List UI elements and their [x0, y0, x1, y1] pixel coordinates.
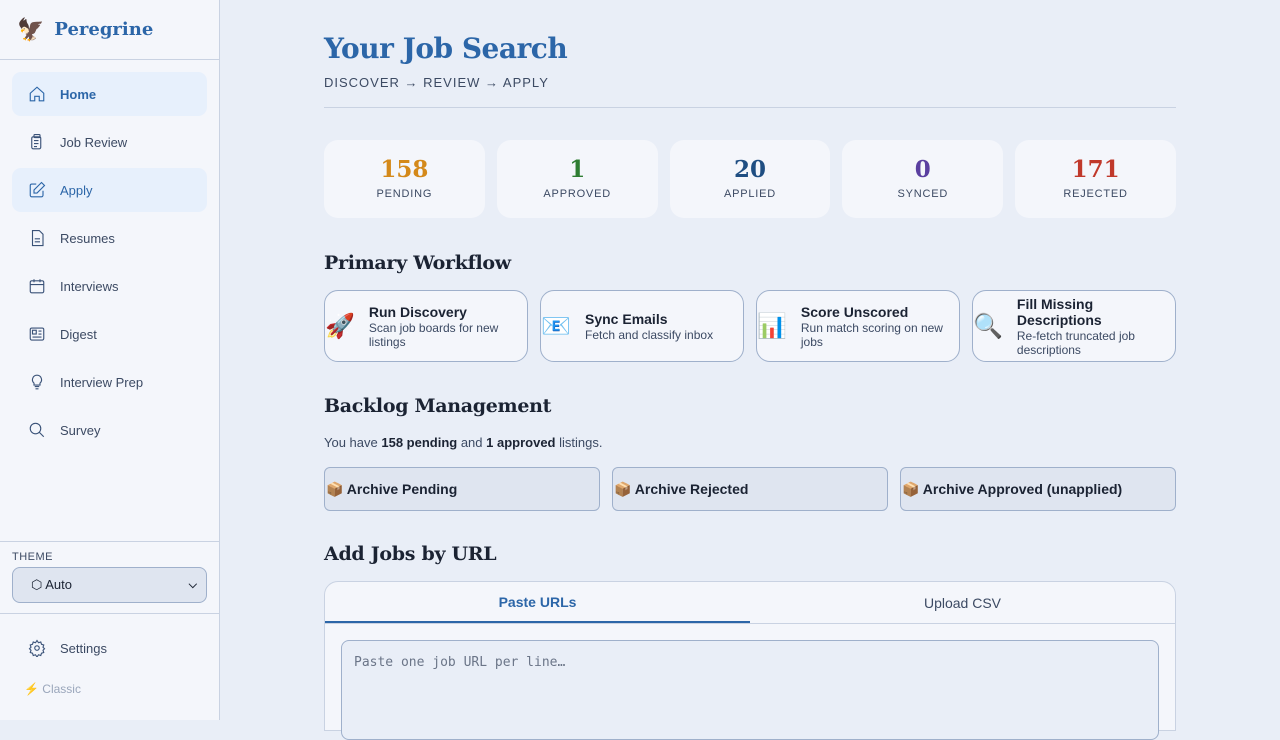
workflow-card[interactable]: 🔍 Fill Missing Descriptions Re-fetch trunc… — [972, 290, 1176, 362]
stat-card-pending: 158 PENDING — [324, 140, 485, 218]
sidebar-item-apply[interactable]: Apply — [12, 168, 207, 212]
card-desc: Scan job boards for new listings — [368, 320, 499, 349]
url-textarea[interactable]: Paste one job URL per line… — [341, 640, 1159, 740]
card-title: Sync Emails — [585, 310, 668, 327]
label: Digest — [60, 326, 97, 342]
sidebar-item-survey[interactable]: Survey — [12, 408, 207, 452]
stat-label: APPROVED — [543, 188, 611, 200]
chevron-down-icon: ⌵ — [188, 578, 197, 591]
label: Interviews — [60, 278, 119, 294]
stat-card-synced: 0 SYNCED — [842, 140, 1004, 218]
card-icon: 📊 — [757, 312, 787, 340]
sidebar-item-digest[interactable]: Digest — [12, 312, 207, 356]
label: Interview Prep — [60, 374, 144, 390]
search-icon — [29, 422, 45, 438]
pencil-icon — [29, 181, 46, 198]
card-icon: 🔍 — [973, 312, 1003, 340]
lightbulb-icon — [31, 374, 43, 390]
home-icon — [29, 86, 45, 102]
theme-label: THEME — [12, 551, 53, 563]
theme-section: THEME ⬡ Auto ⌵ — [0, 541, 219, 614]
tab-upload-csv[interactable]: Upload CSV — [923, 594, 1002, 611]
brand[interactable]: 🦅 Peregrine — [0, 0, 219, 60]
card-title: Run Discovery — [368, 303, 467, 320]
label: Job Review — [60, 134, 128, 150]
workflow-heading: Primary Workflow — [324, 252, 511, 274]
stat-value: 20 — [733, 156, 766, 183]
backlog-heading: Backlog Management — [324, 395, 552, 417]
workflow-cards: 🚀 Run Discovery Scan job boards for new li… — [324, 290, 1176, 362]
main: Your Job Search DISCOVER → REVIEW → APPL… — [324, 0, 1176, 740]
sidebar-item-home[interactable]: Home — [12, 72, 207, 116]
archive-buttons: 📦 Archive Pending 📦 Archive Rejected 📦 A… — [324, 467, 1176, 511]
stats-row: 158 PENDING 1 APPROVED 20 APPLIED 0 SYNCED 171 RE… — [324, 140, 1176, 218]
archive-rejected-button[interactable]: 📦 Archive Rejected — [612, 467, 888, 511]
page-subtitle: DISCOVER → REVIEW → APPLY — [324, 75, 1176, 108]
app-name: Peregrine — [54, 19, 154, 40]
eagle-logo-icon: 🦅 — [17, 16, 45, 42]
newspaper-icon — [29, 327, 45, 341]
sidebar-item-job-review[interactable]: Job Review — [12, 120, 207, 164]
card-desc: Fetch and classify inbox — [585, 327, 714, 342]
workflow-card[interactable]: 📧 Sync Emails Fetch and classify inbox — [540, 290, 744, 362]
label: Survey — [60, 422, 101, 438]
card-icon: 🚀 — [325, 312, 355, 340]
document-icon — [31, 229, 44, 247]
card-title: Score Unscored — [800, 303, 909, 320]
sidebar-item-resumes[interactable]: Resumes — [12, 216, 207, 260]
theme-select[interactable]: ⬡ Auto ⌵ — [12, 567, 207, 603]
theme-value: ⬡ Auto — [31, 577, 72, 592]
stat-label: REJECTED — [1063, 188, 1128, 200]
stat-card-rejected: 171 REJECTED — [1015, 140, 1176, 218]
stat-card-applied: 20 APPLIED — [669, 140, 831, 218]
stat-label: SYNCED — [897, 188, 949, 200]
gear-icon — [28, 639, 46, 657]
workflow-card[interactable]: 📊 Score Unscored Run match scoring on new … — [756, 290, 960, 362]
page-title: Your Job Search — [324, 32, 568, 65]
card-desc: Run match scoring on new jobs — [800, 320, 943, 349]
sidebar-item-settings[interactable]: Settings — [12, 630, 207, 666]
calendar-icon — [29, 279, 45, 294]
sidebar-nav: Home Job Review Apply Resumes Interviews… — [0, 60, 219, 468]
stat-value: 171 — [1071, 156, 1120, 183]
add-jobs-heading: Add Jobs by URL — [324, 543, 497, 565]
classic-link[interactable]: ⚡ Classic — [24, 682, 81, 696]
label: Resumes — [60, 230, 115, 246]
label: Apply — [60, 182, 93, 198]
sidebar: 🦅 Peregrine Home Job Review Apply Resume… — [0, 0, 220, 720]
backlog-summary: You have 158 pending and 1 approved list… — [324, 435, 603, 450]
card-title: Fill Missing Descriptions — [1016, 295, 1102, 328]
stat-value: 158 — [380, 156, 429, 183]
label: Settings — [60, 640, 107, 656]
sidebar-item-interview-prep[interactable]: Interview Prep — [12, 360, 207, 404]
clipboard-icon — [31, 133, 42, 150]
stat-label: APPLIED — [723, 188, 777, 200]
stat-value: 1 — [569, 156, 586, 183]
card-desc: Re-fetch truncated job descriptions — [1016, 328, 1135, 357]
stat-card-approved: 1 APPROVED — [496, 140, 658, 218]
tab-paste-urls[interactable]: Paste URLs — [325, 582, 750, 623]
card-icon: 📧 — [541, 312, 571, 340]
workflow-card[interactable]: 🚀 Run Discovery Scan job boards for new li… — [324, 290, 528, 362]
stat-value: 0 — [914, 156, 931, 183]
stat-label: PENDING — [376, 188, 433, 200]
label: Home — [60, 86, 97, 102]
archive-approved-button[interactable]: 📦 Archive Approved (unapplied) — [900, 467, 1176, 511]
sidebar-item-interviews[interactable]: Interviews — [12, 264, 207, 308]
add-jobs-panel: Paste URLs Upload CSV Paste one job URL … — [324, 581, 1176, 740]
archive-pending-button[interactable]: 📦 Archive Pending — [324, 467, 600, 511]
